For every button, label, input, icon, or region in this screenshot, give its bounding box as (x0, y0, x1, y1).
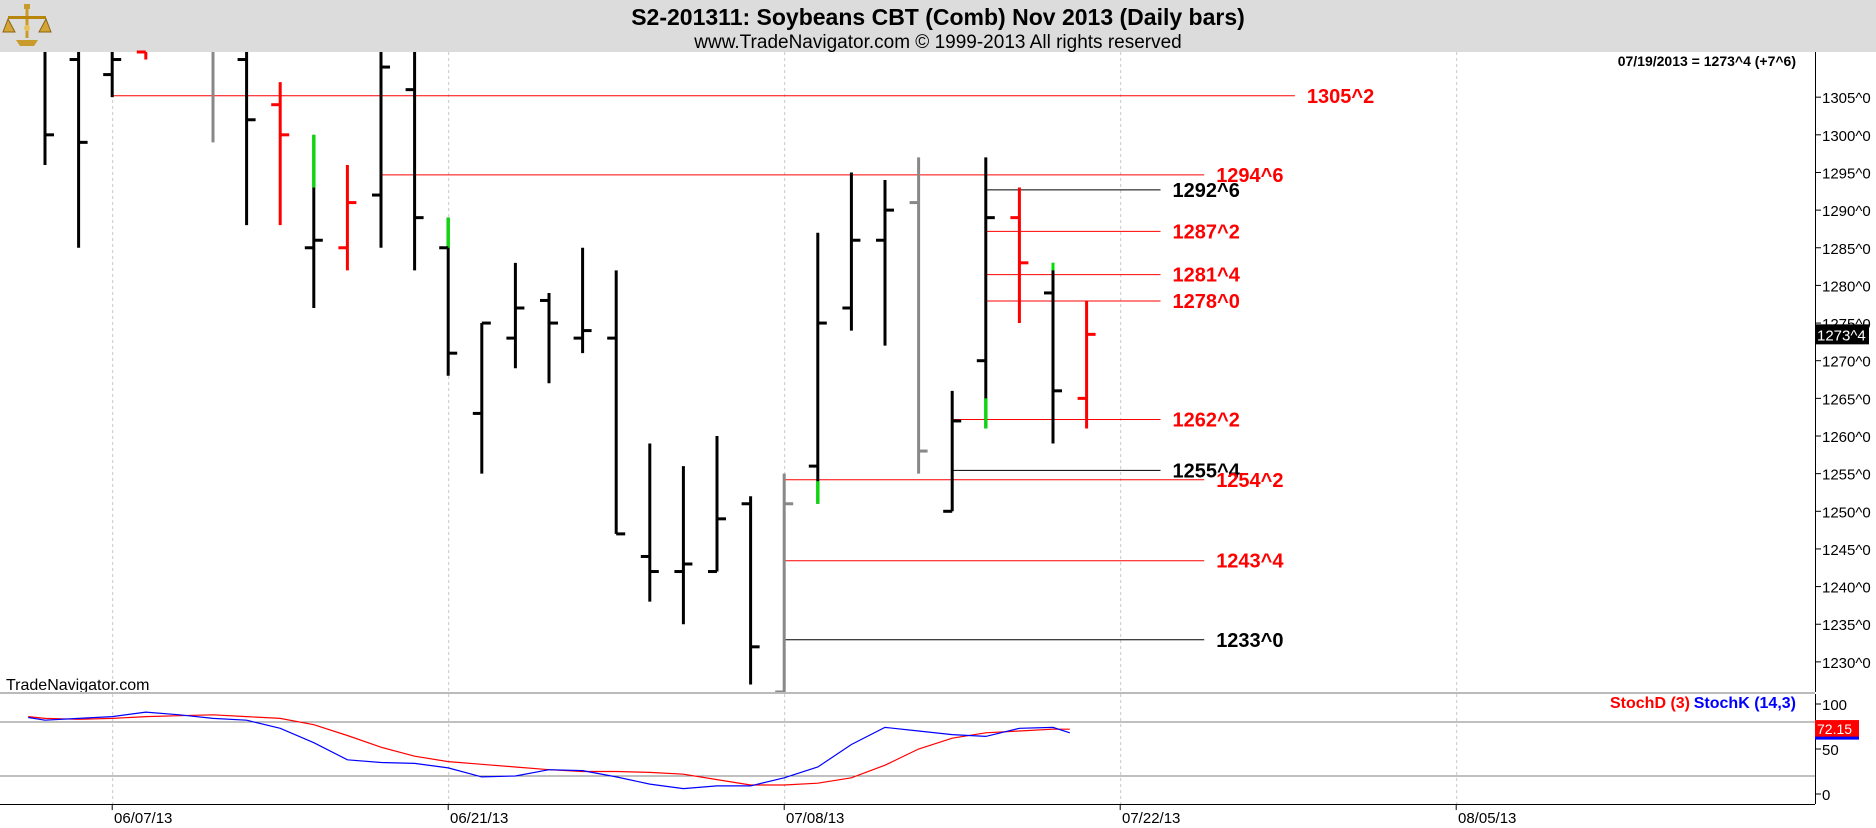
ohlc-bar (1077, 300, 1096, 429)
watermark: TradeNavigator.com (6, 677, 149, 694)
ohlc-bar (607, 270, 626, 536)
ohlc-bar (372, 52, 390, 248)
stoch-last-tag-label: 72.15 (1817, 721, 1852, 737)
level-label: 1262^2 (1173, 410, 1240, 432)
ohlc-bar (69, 52, 88, 248)
price-axis-label: 1230^0 (1822, 655, 1871, 672)
price-axis-label: 1300^0 (1822, 128, 1871, 145)
last-price-tag-box (1815, 324, 1869, 345)
ohlc-bar (1044, 262, 1062, 444)
last-price-tag: 1273^4 (1815, 324, 1869, 345)
price-axis-label: 1285^0 (1822, 241, 1871, 258)
price-axis-label: 1240^0 (1822, 580, 1871, 597)
ohlc-bar (876, 180, 894, 346)
price-axis-label: 1295^0 (1822, 165, 1871, 182)
bottom-axis-background (0, 804, 1815, 828)
ohlc-bar (43, 52, 54, 165)
last-price-tag-label: 1273^4 (1817, 327, 1866, 344)
level-label: 1233^0 (1216, 630, 1283, 652)
legend-stochk: StochK (14,3) (1694, 695, 1796, 712)
ohlc-bar (304, 134, 323, 308)
ohlc-bar (741, 496, 760, 685)
date-axis-label: 08/05/13 (1458, 810, 1516, 827)
stoch-lines (28, 711, 1070, 790)
chart-header: S2-201311: Soybeans CBT (Comb) Nov 2013 … (0, 0, 1876, 53)
ohlc-bar (674, 466, 693, 625)
ohlc-bar (842, 172, 861, 331)
price-bars (43, 50, 1096, 694)
date-axis-label: 06/07/13 (114, 810, 172, 827)
level-label: 1305^2 (1307, 86, 1374, 108)
ohlc-bar (136, 50, 148, 60)
stoch-axis-label: 100 (1822, 697, 1847, 714)
price-axis-label: 1280^0 (1822, 278, 1871, 295)
price-axis-label: 1255^0 (1822, 467, 1871, 484)
ohlc-bar (640, 443, 659, 602)
level-label: 1254^2 (1216, 470, 1283, 492)
level-label: 1278^0 (1173, 291, 1240, 313)
ohlc-bar (271, 82, 290, 226)
stoch-last-tag-box (1815, 720, 1859, 738)
price-axis-label: 1260^0 (1822, 429, 1871, 446)
ohlc-bar (405, 52, 424, 271)
stoch-axis-label: 50 (1822, 742, 1839, 759)
chart-title: S2-201311: Soybeans CBT (Comb) Nov 2013 … (631, 4, 1245, 30)
price-axis-label: 1305^0 (1822, 90, 1871, 107)
ohlc-bar (540, 292, 558, 384)
ohlc-bar (1010, 187, 1029, 324)
right-axis-background (1815, 52, 1876, 828)
ohlc-bar (338, 164, 357, 271)
trade-navigator-logo (2, 4, 52, 46)
level-label: 1243^4 (1216, 551, 1284, 573)
price-axis-label: 1250^0 (1822, 504, 1871, 521)
legend-stochd: StochD (3) (1610, 695, 1690, 712)
level-label: 1281^4 (1173, 265, 1241, 287)
price-axis-label: 1290^0 (1822, 203, 1871, 220)
date-axis-label: 06/21/13 (450, 810, 508, 827)
price-axis-label: 1235^0 (1822, 617, 1871, 634)
ohlc-bar (808, 232, 827, 504)
level-label: 1294^6 (1216, 165, 1283, 187)
stoch-axis: 0 50 100 (1815, 694, 1847, 804)
last-value-text: 07/19/2013 = 1273^4 (+7^6) (1618, 53, 1796, 69)
level-label: 1287^2 (1173, 221, 1240, 243)
date-axis-label: 07/22/13 (1122, 810, 1180, 827)
ohlc-bar (976, 157, 995, 429)
level-label: 1255^4 (1173, 460, 1241, 482)
ohlc-bar (943, 390, 962, 513)
ohlc-bar (506, 262, 525, 369)
chart-subtitle: www.TradeNavigator.com © 1999-2013 All r… (694, 32, 1182, 53)
price-pane-background (0, 52, 1815, 692)
ohlc-bar (708, 436, 726, 574)
ohlc-bar (909, 157, 928, 474)
date-axis-label: 07/08/13 (786, 810, 844, 827)
ohlc-bar (472, 321, 491, 474)
ohlc-bar (237, 52, 256, 226)
price-axis-label: 1245^0 (1822, 542, 1871, 559)
price-axis: 1230^0 1235^0 1240^0 1245^0 1250^0 1255^0 1260… (1815, 52, 1871, 692)
price-axis-label: 1270^0 (1822, 354, 1871, 371)
stoch-axis-label: 0 (1822, 787, 1830, 804)
ohlc-bar (103, 52, 122, 98)
ohlc-bar (573, 247, 592, 354)
date-axis: 06/07/13 06/21/13 07/08/13 07/22/13 08/05/13 (0, 804, 1815, 827)
stoch-last-tag: 72.15 (1815, 720, 1859, 740)
level-label: 1292^6 (1173, 180, 1240, 202)
price-axis-label: 1265^0 (1822, 391, 1871, 408)
stoch-pane-background (0, 694, 1815, 804)
stochk-line (28, 711, 1070, 790)
ohlc-bar (439, 217, 458, 376)
